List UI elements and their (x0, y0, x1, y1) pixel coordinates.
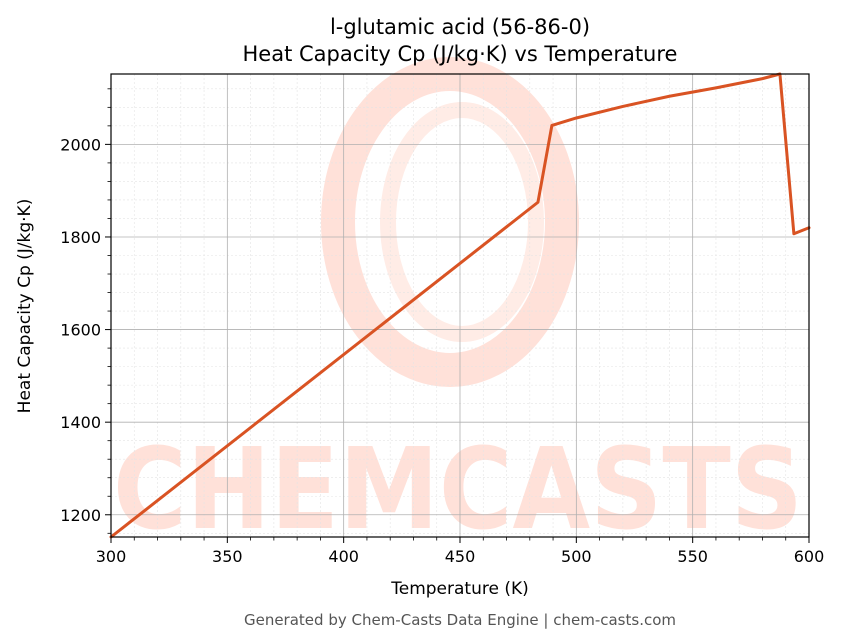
x-tick-label: 500 (561, 547, 592, 566)
tick-labels: 300 350 400 450 500 550 600 1200 1400 1600 1800 200… (60, 135, 824, 566)
chart-title: l-glutamic acid (56-86-0) (330, 15, 590, 39)
watermark-text: CHEMCASTS (113, 425, 803, 555)
y-tick-label: 1200 (60, 506, 101, 525)
y-tick-label: 1400 (60, 413, 101, 432)
heat-capacity-line (109, 72, 811, 539)
y-axis-label: Heat Capacity Cp (J/kg·K) (15, 199, 35, 414)
x-tick-label: 600 (794, 547, 825, 566)
x-tick-label: 550 (677, 547, 708, 566)
x-tick-label: 300 (96, 547, 127, 566)
axis-ticks (105, 88, 810, 543)
chemcasts-watermark: CHEMCASTS (113, 57, 803, 555)
watermark-logo-inner-ring (380, 102, 544, 342)
chart-subtitle: Heat Capacity Cp (J/kg·K) vs Temperature (243, 42, 678, 66)
x-tick-label: 400 (328, 547, 359, 566)
x-tick-label: 350 (212, 547, 243, 566)
y-tick-label: 1800 (60, 228, 101, 247)
series-group (109, 72, 811, 539)
footer-credit: Generated by Chem-Casts Data Engine | ch… (244, 611, 676, 629)
y-tick-label: 2000 (60, 135, 101, 154)
x-axis-label: Temperature (K) (390, 579, 529, 599)
y-tick-label: 1600 (60, 321, 101, 340)
x-tick-label: 450 (445, 547, 476, 566)
